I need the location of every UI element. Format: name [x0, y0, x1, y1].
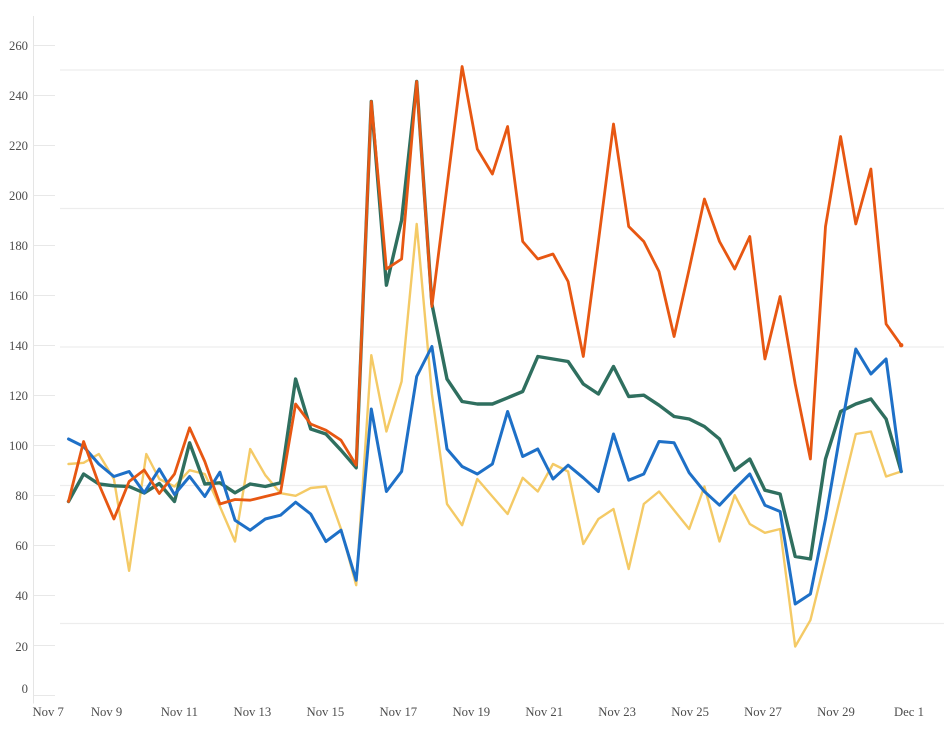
- svg-text:Nov 25: Nov 25: [671, 705, 709, 719]
- svg-text:20: 20: [15, 640, 28, 654]
- svg-text:260: 260: [9, 39, 28, 53]
- svg-text:40: 40: [15, 589, 28, 603]
- svg-text:160: 160: [9, 289, 28, 303]
- svg-text:Dec 1: Dec 1: [894, 705, 924, 719]
- svg-text:180: 180: [9, 239, 28, 253]
- svg-text:140: 140: [9, 339, 28, 353]
- svg-text:120: 120: [9, 389, 28, 403]
- svg-text:Nov 17: Nov 17: [379, 705, 417, 719]
- svg-text:Nov 21: Nov 21: [525, 705, 563, 719]
- svg-text:240: 240: [9, 89, 28, 103]
- svg-text:80: 80: [15, 489, 28, 503]
- svg-text:Nov 27: Nov 27: [744, 705, 782, 719]
- svg-text:100: 100: [9, 439, 28, 453]
- svg-text:Nov 15: Nov 15: [307, 705, 345, 719]
- svg-text:Nov 19: Nov 19: [452, 705, 490, 719]
- svg-text:Nov 23: Nov 23: [598, 705, 636, 719]
- svg-text:0: 0: [22, 682, 28, 696]
- svg-text:Nov 9: Nov 9: [91, 705, 122, 719]
- svg-text:Nov 7: Nov 7: [33, 705, 64, 719]
- svg-text:220: 220: [9, 139, 28, 153]
- svg-text:Nov 13: Nov 13: [234, 705, 272, 719]
- svg-text:60: 60: [15, 539, 28, 553]
- svg-text:200: 200: [9, 189, 28, 203]
- svg-text:Nov 11: Nov 11: [161, 705, 198, 719]
- svg-text:Nov 29: Nov 29: [817, 705, 855, 719]
